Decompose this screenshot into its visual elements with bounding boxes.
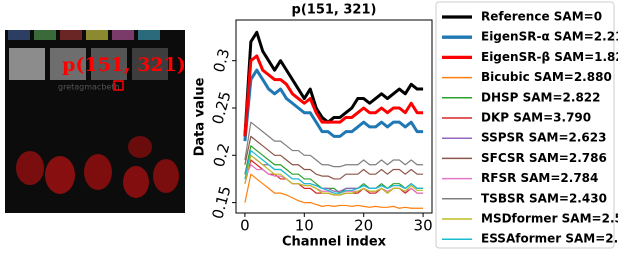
patch (138, 30, 160, 40)
x-tick-label: 0 (240, 217, 250, 235)
legend-label: RFSR SAM=2.784 (481, 171, 598, 185)
strawberry (128, 136, 152, 158)
x-tick-label: 20 (354, 217, 373, 235)
strawberry (123, 166, 149, 198)
y-tick-label: 0.2 (210, 141, 234, 169)
strawberry (84, 154, 112, 190)
strawberry (45, 156, 75, 194)
photo-text: gretagmacbeth (58, 83, 120, 92)
patch (34, 30, 56, 40)
legend-label: ESSAformer SAM=2.463 (481, 232, 618, 246)
line (245, 70, 423, 141)
legend-label: SFCSR SAM=2.786 (481, 151, 607, 165)
y-tick-label: 0.25 (209, 89, 235, 126)
legend-label: EigenSR-β SAM=1.828 (481, 50, 618, 64)
patch (112, 30, 134, 40)
photo: gretagmacbeth p(151, 321) (5, 30, 186, 213)
line (245, 122, 423, 166)
legend-label: TSBSR SAM=2.430 (481, 191, 607, 205)
y-axis-label: Data value (193, 77, 208, 156)
legend-label: DHSP SAM=2.822 (481, 90, 601, 104)
patch (8, 30, 30, 40)
line (245, 160, 423, 195)
pixel-annotation: p(151, 321) (62, 54, 186, 76)
strawberry (16, 151, 44, 185)
y-tick-label: 0.15 (209, 184, 235, 221)
patch (9, 48, 45, 80)
legend-label: Reference SAM=0 (481, 10, 602, 24)
figure: gretagmacbeth p(151, 321) p(151, 321) Ch… (0, 0, 618, 253)
y-tick-label: 0.3 (210, 47, 234, 75)
x-axis-label: Channel index (282, 235, 387, 250)
x-tick-label: 10 (295, 217, 314, 235)
legend-label: SSPSR SAM=2.623 (481, 131, 606, 145)
legend-label: EigenSR-α SAM=2.212 (481, 30, 618, 44)
x-tick-label: 30 (414, 217, 433, 235)
legend-label: DKP SAM=3.790 (481, 111, 591, 125)
patch (60, 30, 82, 40)
legend-label: Bicubic SAM=2.880 (481, 70, 612, 84)
strawberry (153, 159, 179, 193)
patch (86, 30, 108, 40)
legend-label: MSDformer SAM=2.511 (481, 212, 618, 226)
chart-title: p(151, 321) (292, 3, 377, 18)
